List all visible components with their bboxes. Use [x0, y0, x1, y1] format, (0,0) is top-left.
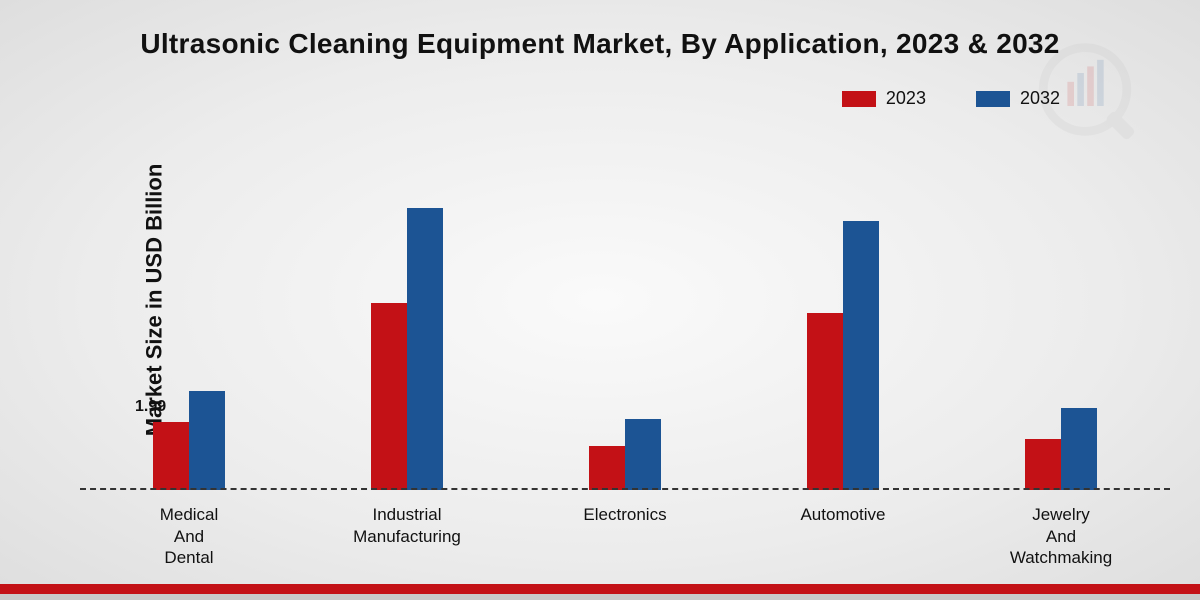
bar-2032: [1061, 408, 1097, 490]
legend-swatch-2032: [976, 91, 1010, 107]
legend-swatch-2023: [842, 91, 876, 107]
bar-2023: [1025, 439, 1061, 490]
legend-item-2023: 2023: [842, 88, 926, 109]
bar-value-label: 1.99: [135, 398, 166, 416]
legend: 2023 2032: [842, 88, 1060, 109]
footer-grey-stripe: [0, 594, 1200, 600]
bar-2032: [625, 419, 661, 490]
chart-container: Ultrasonic Cleaning Equipment Market, By…: [0, 0, 1200, 600]
footer-red-stripe: [0, 584, 1200, 594]
bar-2023: [589, 446, 625, 490]
x-axis-label: Automotive: [734, 504, 952, 568]
bar-group: [734, 150, 952, 490]
x-axis-label: Medical And Dental: [80, 504, 298, 568]
bar-group: [952, 150, 1170, 490]
bar-2032: [843, 221, 879, 490]
bar-group: 1.99: [80, 150, 298, 490]
x-axis-label: Electronics: [516, 504, 734, 568]
bar-group: [516, 150, 734, 490]
bar-2032: [189, 391, 225, 490]
bar-2023: [371, 303, 407, 490]
chart-title: Ultrasonic Cleaning Equipment Market, By…: [0, 28, 1200, 60]
legend-label-2032: 2032: [1020, 88, 1060, 109]
x-axis-label: Industrial Manufacturing: [298, 504, 516, 568]
x-axis-labels: Medical And DentalIndustrial Manufacturi…: [80, 504, 1170, 568]
bar-groups: 1.99: [80, 150, 1170, 490]
x-axis-label: Jewelry And Watchmaking: [952, 504, 1170, 568]
legend-item-2032: 2032: [976, 88, 1060, 109]
bar-2023: [153, 422, 189, 490]
bar-2032: [407, 208, 443, 490]
plot-area: 1.99: [80, 150, 1170, 490]
legend-label-2023: 2023: [886, 88, 926, 109]
baseline: [80, 488, 1170, 490]
footer-bar: [0, 584, 1200, 600]
bar-2023: [807, 313, 843, 490]
bar-group: [298, 150, 516, 490]
